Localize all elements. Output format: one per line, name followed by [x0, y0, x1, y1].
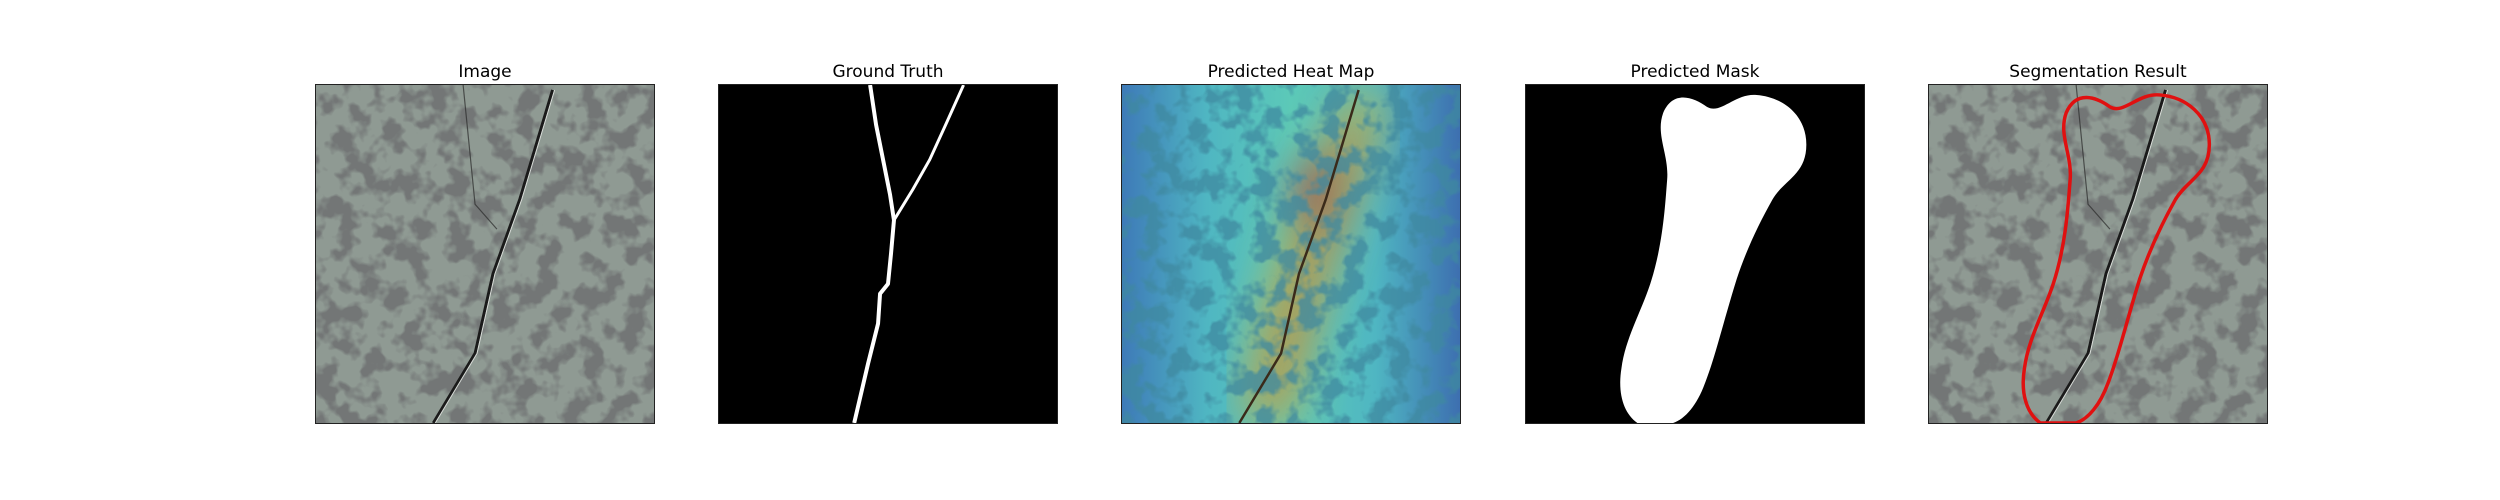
- panel-title-image: Image: [458, 62, 512, 82]
- panel-title-ground-truth: Ground Truth: [832, 62, 944, 82]
- source-image: [315, 84, 655, 424]
- predicted-mask-shape: [1526, 85, 1864, 423]
- heat-map-image: [1122, 85, 1460, 423]
- predicted-mask: [1525, 84, 1865, 424]
- heat-map-overlay: [1121, 84, 1461, 424]
- segmentation-overlay: [1929, 85, 2267, 423]
- panel-title-predicted-mask: Predicted Mask: [1630, 62, 1760, 82]
- segmentation-contour: [2021, 93, 2212, 423]
- ground-truth-crack: [719, 85, 1057, 423]
- segmentation-result: [1928, 84, 2268, 424]
- panel-title-heat-map: Predicted Heat Map: [1207, 62, 1375, 82]
- panel-title-segmentation-result: Segmentation Result: [2009, 62, 2187, 82]
- texture-photo: [316, 85, 654, 423]
- ground-truth-mask: [718, 84, 1058, 424]
